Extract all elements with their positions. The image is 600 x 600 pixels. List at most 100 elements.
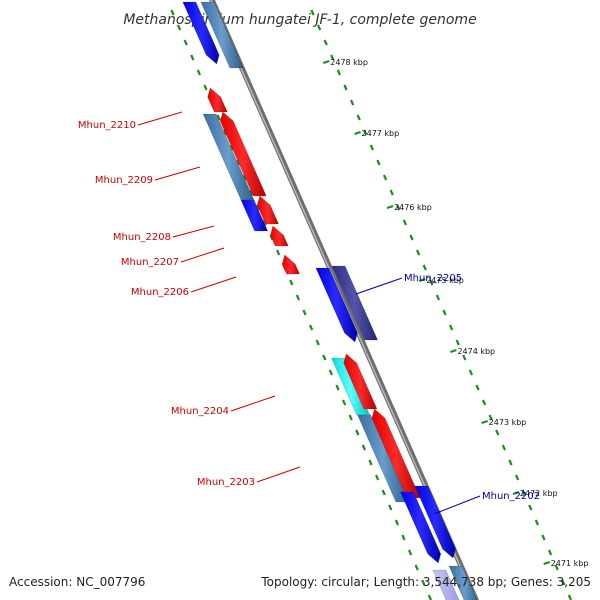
- right-guide-dot: [462, 354, 467, 361]
- left-guide-dot: [203, 84, 208, 91]
- left-guide-dot: [170, 9, 175, 16]
- left-guide-dot: [308, 324, 314, 331]
- kbp-tick: [354, 130, 361, 136]
- right-guide-dot: [415, 249, 421, 256]
- accession-text: Accession: NC_007796: [9, 575, 145, 589]
- right-guide-dot: [382, 174, 388, 181]
- right-guide-dot: [534, 519, 540, 526]
- right-guide-dot: [396, 204, 401, 211]
- gene-mhun-2205: [315, 267, 358, 343]
- kbp-tick: [512, 490, 520, 496]
- right-guide-dot: [369, 144, 375, 151]
- right-guide-dot: [541, 534, 546, 541]
- left-guide-dot: [374, 474, 380, 481]
- kbp-tick: [543, 560, 551, 566]
- gene-label-leader: [433, 495, 481, 515]
- right-guide-dot: [554, 564, 559, 571]
- kbp-tick-label: 2478 kbp: [330, 58, 368, 67]
- gene-bottom-steel: [448, 565, 478, 600]
- topology-text: Topology: circular; Length: 3,544,738 bp…: [260, 575, 591, 589]
- left-guide-dot: [196, 69, 202, 76]
- right-guide-dot: [435, 294, 441, 301]
- left-guide-dot: [236, 159, 241, 166]
- right-guide-dot: [567, 594, 573, 600]
- gene-label: Mhun_2203: [197, 477, 255, 488]
- left-guide-dot: [190, 54, 195, 61]
- right-guide-dot: [547, 549, 553, 556]
- left-guide-dot: [176, 24, 182, 31]
- right-guide-dot: [501, 444, 507, 451]
- gene-label: Mhun_2205: [404, 273, 462, 284]
- left-guide-dot: [427, 594, 433, 600]
- left-guide-dot: [289, 279, 294, 286]
- right-guide-dot: [528, 504, 533, 511]
- gene-label-leader: [230, 395, 276, 412]
- gene-label-leader: [137, 111, 183, 126]
- right-guide-dot: [448, 324, 454, 331]
- left-guide-dot: [361, 444, 367, 451]
- gene-mhun-2208b: [256, 195, 280, 225]
- right-guide-dot: [349, 99, 355, 106]
- right-guide-dot: [481, 399, 487, 406]
- left-guide-dot: [223, 129, 228, 136]
- kbp-tick-label: 2472 kbp: [520, 489, 558, 498]
- right-guide-dot: [429, 279, 434, 286]
- left-guide-dot: [262, 219, 268, 226]
- right-guide-dot: [356, 114, 361, 121]
- left-guide-dot: [295, 294, 301, 301]
- left-guide-dot: [302, 309, 307, 316]
- gene-mhun-2210: [207, 87, 228, 113]
- kbp-tick-label: 2477 kbp: [362, 129, 400, 138]
- kbp-tick-label: 2473 kbp: [489, 418, 527, 427]
- kbp-tick: [386, 204, 394, 210]
- right-guide-dot: [316, 24, 322, 31]
- right-guide-dot: [514, 474, 520, 481]
- right-guide-dot: [330, 54, 335, 61]
- kbp-tick-label: 2471 kbp: [551, 559, 589, 568]
- gene-mhun-2206: [281, 254, 301, 275]
- left-guide-dot: [355, 429, 360, 436]
- kbp-tick: [450, 348, 457, 354]
- gene-top-steel: [200, 1, 244, 69]
- right-guide-dot: [488, 414, 493, 421]
- right-guide-dot: [495, 429, 500, 436]
- left-guide-dot: [328, 369, 334, 376]
- right-guide-dot: [508, 459, 513, 466]
- right-guide-dot: [323, 39, 328, 46]
- gene-label: Mhun_2204: [171, 406, 229, 417]
- gene-label-leader: [190, 276, 237, 293]
- gene-label: Mhun_2202: [482, 491, 540, 502]
- gene-label-leader: [256, 466, 301, 483]
- left-guide-dot: [216, 114, 221, 121]
- left-guide-dot: [381, 489, 386, 496]
- left-guide-dot: [394, 519, 400, 526]
- gene-label-leader: [180, 247, 225, 263]
- gene-label-leader: [154, 166, 201, 181]
- gene-label: Mhun_2208: [113, 232, 171, 243]
- kbp-tick: [481, 419, 489, 425]
- left-guide-dot: [388, 504, 393, 511]
- left-guide-dot: [407, 549, 413, 556]
- gene-mhun-2207: [270, 225, 289, 247]
- right-guide-dot: [455, 339, 460, 346]
- right-guide-dot: [442, 309, 447, 316]
- gene-label-leader: [355, 277, 403, 295]
- kbp-tick: [418, 277, 426, 283]
- left-guide-dot: [401, 534, 406, 541]
- gene-mhun-2205b: [331, 265, 379, 341]
- left-guide-dot: [348, 414, 353, 421]
- left-guide-dot: [335, 384, 340, 391]
- left-guide-dot: [183, 39, 188, 46]
- gene-label: Mhun_2209: [95, 175, 153, 186]
- gene-label: Mhun_2207: [121, 257, 179, 268]
- right-guide-dot: [389, 189, 394, 196]
- right-guide-dot: [475, 384, 480, 391]
- right-guide-dot: [336, 69, 342, 76]
- right-guide-dot: [310, 9, 315, 16]
- gene-bottom-lilac: [432, 569, 460, 600]
- left-guide-dot: [414, 564, 419, 571]
- left-guide-dot: [421, 579, 426, 586]
- gene-mhun-2209-tail: [240, 199, 269, 232]
- kbp-tick-label: 2476 kbp: [394, 203, 432, 212]
